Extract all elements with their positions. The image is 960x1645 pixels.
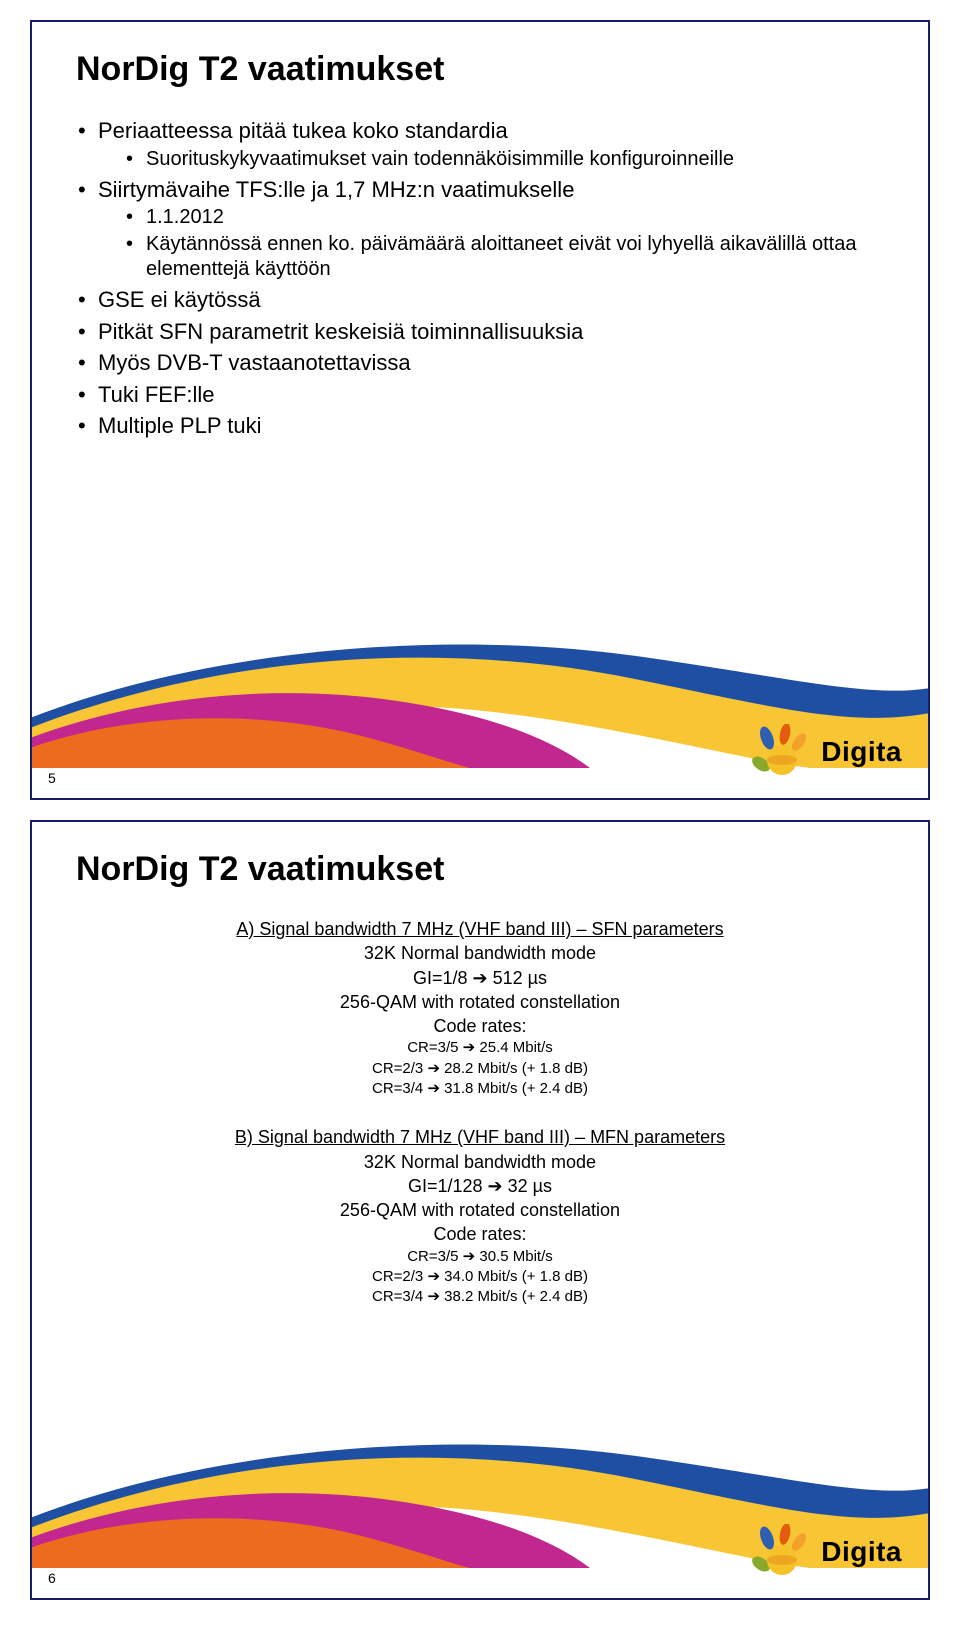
leaf-icon <box>778 1524 792 1546</box>
bullet-item: Multiple PLP tuki <box>76 412 884 440</box>
sub-text: 1.1.2012 <box>146 206 224 228</box>
block-a-line: Code rates: <box>76 1014 884 1038</box>
bullet-text: Tuki FEF:lle <box>98 382 215 407</box>
digita-logo: Digita <box>749 1524 902 1580</box>
sub-item: Suorituskykyvaatimukset vain todennäköis… <box>124 147 884 172</box>
block-a-cr: CR=3/4 ➔ 31.8 Mbit/s (+ 2.4 dB) <box>76 1079 884 1099</box>
param-block-b: B) Signal bandwidth 7 MHz (VHF band III)… <box>76 1125 884 1307</box>
bullet-text: Pitkät SFN parametrit keskeisiä toiminna… <box>98 319 583 344</box>
bullet-text: Siirtymävaihe TFS:lle ja 1,7 MHz:n vaati… <box>98 177 574 202</box>
block-b-line: 256-QAM with rotated constellation <box>76 1198 884 1222</box>
slide-6-page-number: 6 <box>48 1570 56 1586</box>
leaf-icon <box>778 724 792 746</box>
digita-logo-icon <box>749 724 811 780</box>
bullet-text: Periaatteessa pitää tukea koko standardi… <box>98 118 508 143</box>
bullet-text: Myös DVB-T vastaanotettavissa <box>98 350 411 375</box>
block-a-line: GI=1/8 ➔ 512 µs <box>76 966 884 990</box>
bullet-item: Pitkät SFN parametrit keskeisiä toiminna… <box>76 318 884 346</box>
bullet-text: GSE ei käytössä <box>98 287 261 312</box>
sub-text: Suorituskykyvaatimukset vain todennäköis… <box>146 148 734 170</box>
sun-shade-icon <box>767 1555 797 1565</box>
page-wrap: NorDig T2 vaatimukset Periaatteessa pitä… <box>0 20 960 1600</box>
bullet-item: GSE ei käytössä <box>76 286 884 314</box>
block-a-cr: CR=3/5 ➔ 25.4 Mbit/s <box>76 1038 884 1058</box>
slide-5-page-number: 5 <box>48 770 56 786</box>
leaf-icon <box>757 725 776 752</box>
sun-shade-icon <box>767 755 797 765</box>
bullet-item: Siirtymävaihe TFS:lle ja 1,7 MHz:n vaati… <box>76 176 884 283</box>
block-a-cr: CR=2/3 ➔ 28.2 Mbit/s (+ 1.8 dB) <box>76 1059 884 1079</box>
slide-5-title: NorDig T2 vaatimukset <box>76 50 884 89</box>
slide-6-title: NorDig T2 vaatimukset <box>76 850 884 889</box>
bullet-item: Myös DVB-T vastaanotettavissa <box>76 349 884 377</box>
bullet-item: Periaatteessa pitää tukea koko standardi… <box>76 117 884 172</box>
block-a-line: 256-QAM with rotated constellation <box>76 990 884 1014</box>
slide-6-content: NorDig T2 vaatimukset A) Signal bandwidt… <box>76 850 884 1307</box>
sub-item: 1.1.2012 <box>124 205 884 230</box>
digita-logo-icon <box>749 1524 811 1580</box>
block-b-line: 32K Normal bandwidth mode <box>76 1150 884 1174</box>
bullet-item: Tuki FEF:lle <box>76 381 884 409</box>
digita-logo: Digita <box>749 724 902 780</box>
block-b-header: B) Signal bandwidth 7 MHz (VHF band III)… <box>76 1125 884 1149</box>
block-b-line: GI=1/128 ➔ 32 µs <box>76 1174 884 1198</box>
slide-5: NorDig T2 vaatimukset Periaatteessa pitä… <box>30 20 930 800</box>
slide-5-content: NorDig T2 vaatimukset Periaatteessa pitä… <box>76 50 884 444</box>
sub-text: Käytännössä ennen ko. päivämäärä aloitta… <box>146 233 856 280</box>
block-b-cr: CR=3/5 ➔ 30.5 Mbit/s <box>76 1247 884 1267</box>
sub-list: 1.1.2012 Käytännössä ennen ko. päivämäär… <box>98 205 884 282</box>
slide-6: NorDig T2 vaatimukset A) Signal bandwidt… <box>30 820 930 1600</box>
sub-list: Suorituskykyvaatimukset vain todennäköis… <box>98 147 884 172</box>
bullet-text: Multiple PLP tuki <box>98 413 261 438</box>
block-a-line: 32K Normal bandwidth mode <box>76 941 884 965</box>
digita-logo-text: Digita <box>821 1536 902 1568</box>
leaf-icon <box>757 1525 776 1552</box>
block-b-line: Code rates: <box>76 1222 884 1246</box>
slide-5-bullets: Periaatteessa pitää tukea koko standardi… <box>76 117 884 440</box>
block-a-header: A) Signal bandwidth 7 MHz (VHF band III)… <box>76 917 884 941</box>
digita-logo-text: Digita <box>821 736 902 768</box>
block-b-cr: CR=2/3 ➔ 34.0 Mbit/s (+ 1.8 dB) <box>76 1267 884 1287</box>
param-block-a: A) Signal bandwidth 7 MHz (VHF band III)… <box>76 917 884 1099</box>
block-b-cr: CR=3/4 ➔ 38.2 Mbit/s (+ 2.4 dB) <box>76 1287 884 1307</box>
sub-item: Käytännössä ennen ko. päivämäärä aloitta… <box>124 232 884 282</box>
